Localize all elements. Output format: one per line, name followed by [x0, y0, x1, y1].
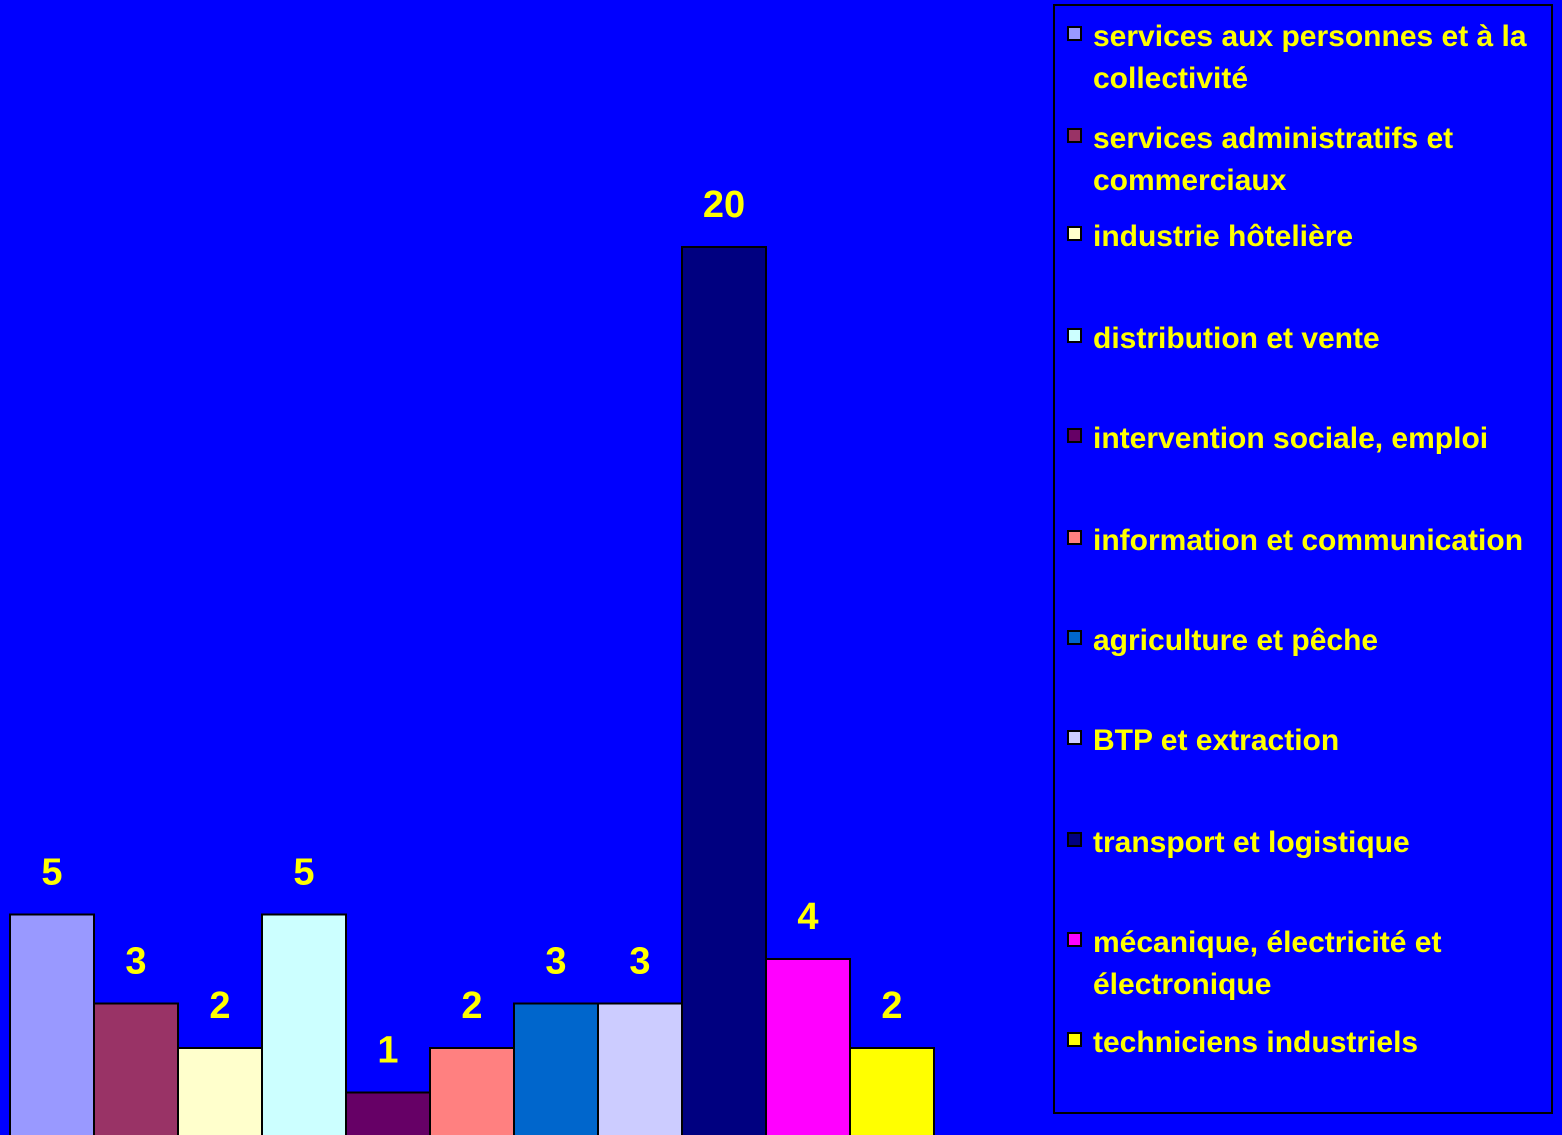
legend-swatch	[1067, 226, 1082, 241]
bar-9	[765, 958, 851, 1135]
legend-swatch	[1067, 832, 1082, 847]
legend-swatch	[1067, 530, 1082, 545]
bar-value-label: 2	[209, 985, 230, 1027]
legend-label: services administratifs et commerciaux	[1093, 122, 1454, 197]
bar-5	[429, 1047, 515, 1135]
bar-chart: 5 3 2 5 1 2 3 3 20 4 2	[9, 184, 935, 1135]
legend-swatch	[1067, 730, 1082, 745]
legend-swatch	[1067, 428, 1082, 443]
legend-swatch	[1067, 630, 1082, 645]
legend-label: industrie hôtelière	[1093, 220, 1354, 253]
bar-value-label: 5	[41, 852, 62, 894]
bar-value-label: 2	[881, 985, 902, 1027]
bar-value-label: 2	[461, 985, 482, 1027]
legend-swatch	[1067, 1032, 1082, 1047]
bar-4	[345, 1091, 431, 1135]
legend-label: agriculture et pêche	[1093, 624, 1379, 657]
bar-value-label: 3	[629, 941, 650, 983]
legend-label: information et communication	[1093, 524, 1524, 557]
bar-8	[681, 246, 767, 1135]
bar-2	[177, 1047, 263, 1135]
bar-value-label: 20	[703, 184, 745, 226]
bar-6	[513, 1002, 599, 1135]
chart-legend: services aux personnes et à la collectiv…	[1053, 4, 1553, 1114]
bar-1	[93, 1002, 179, 1135]
bar-value-label: 3	[545, 941, 566, 983]
bar-10	[849, 1047, 935, 1135]
legend-swatch	[1067, 128, 1082, 143]
bar-7	[597, 1002, 683, 1135]
legend-label: BTP et extraction	[1093, 724, 1340, 757]
legend-label: distribution et vente	[1093, 322, 1380, 355]
legend-label: mécanique, électricité et électronique	[1093, 926, 1442, 1001]
bar-value-label: 5	[293, 852, 314, 894]
legend-label: transport et logistique	[1093, 826, 1410, 859]
bar-value-label: 1	[377, 1030, 398, 1072]
bar-3	[261, 913, 347, 1135]
legend-swatch	[1067, 26, 1082, 41]
legend-label: services aux personnes et à la collectiv…	[1093, 20, 1527, 95]
legend-swatch	[1067, 328, 1082, 343]
bar-0	[9, 913, 95, 1135]
legend-label: intervention sociale, emploi	[1093, 422, 1489, 455]
legend-label: techniciens industriels	[1093, 1026, 1419, 1059]
legend-swatch	[1067, 932, 1082, 947]
bar-value-label: 4	[797, 896, 818, 938]
bar-value-label: 3	[125, 941, 146, 983]
